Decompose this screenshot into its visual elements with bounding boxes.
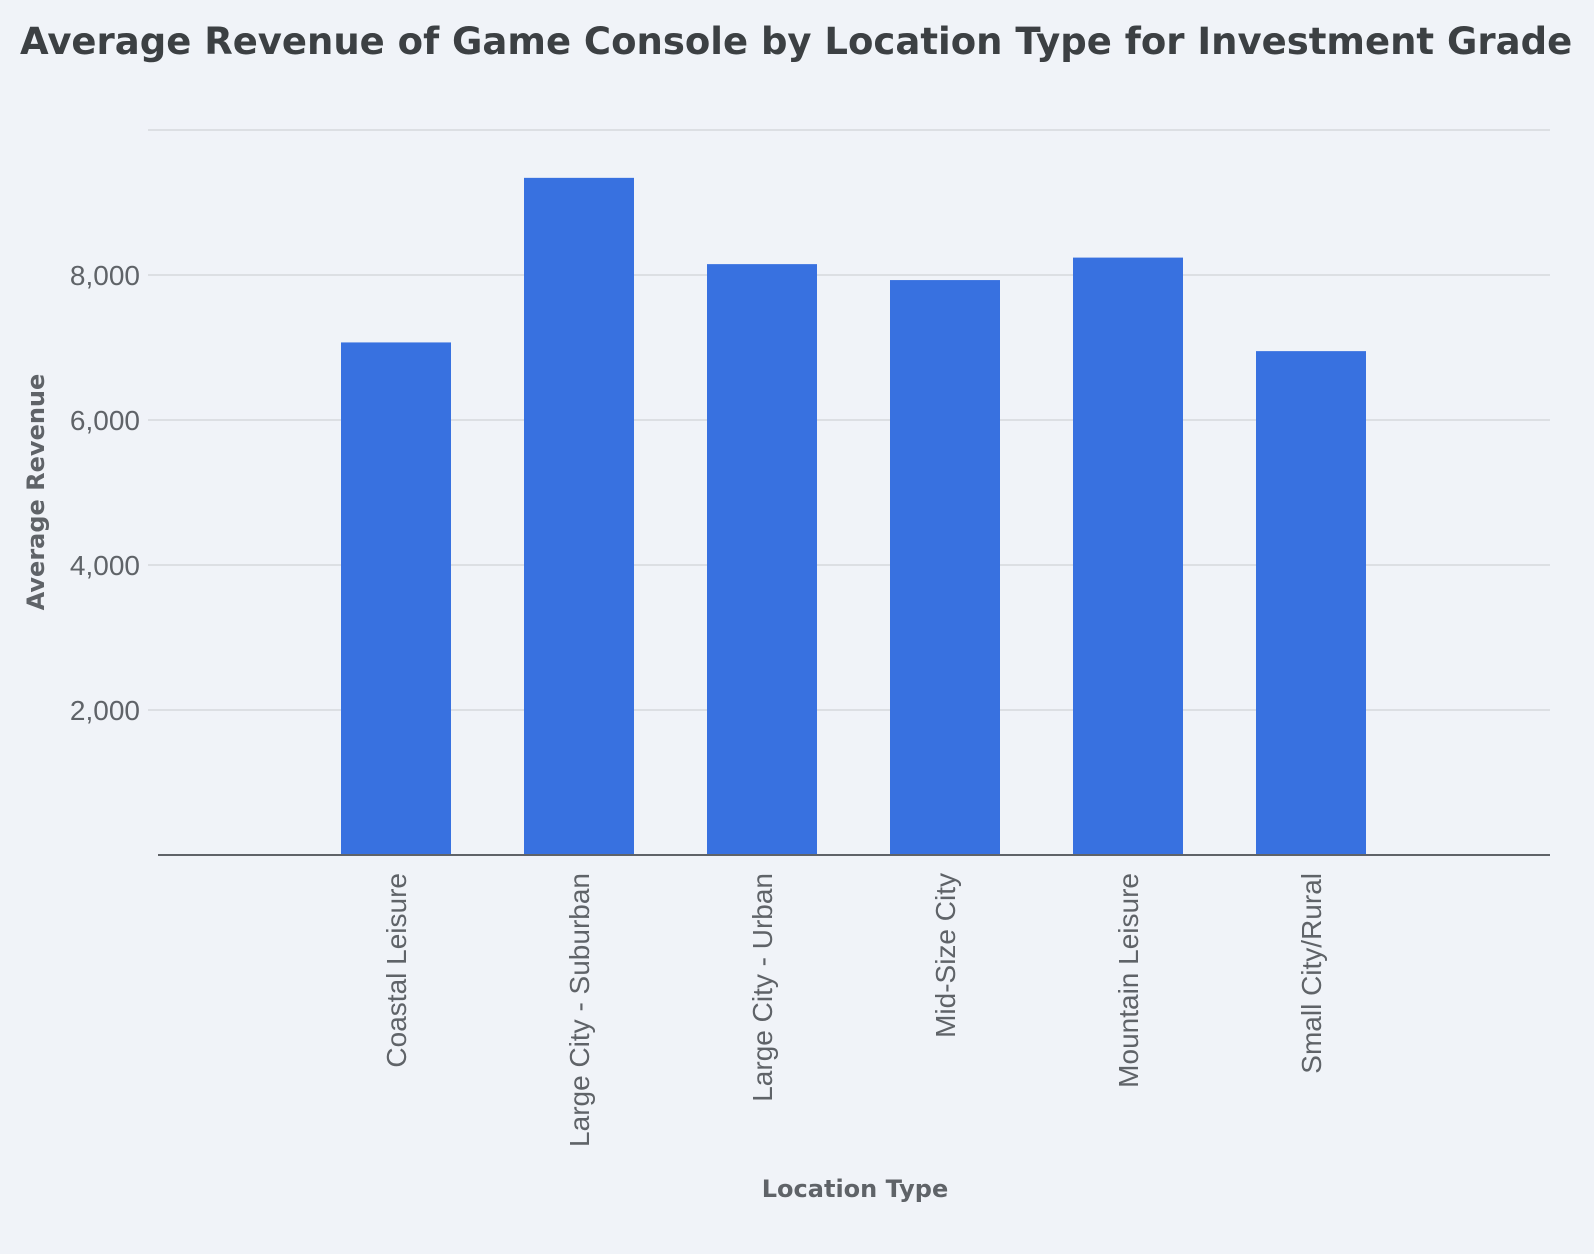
bar (524, 177, 634, 856)
bar (1073, 257, 1183, 856)
bar (1256, 351, 1366, 855)
bars (341, 177, 1366, 856)
y-axis-title: Average Revenue (22, 374, 50, 611)
chart-title: Average Revenue of Game Console by Locat… (20, 20, 1573, 63)
y-tick-label: 4,000 (70, 550, 140, 581)
y-tick-label: 8,000 (70, 260, 140, 291)
x-axis-ticks: Coastal Leisure Large City - Suburban Larg… (381, 873, 1327, 1147)
x-tick-label: Mountain Leisure (1113, 873, 1144, 1088)
y-axis-ticks: 2,000 4,000 6,000 8,000 (70, 260, 140, 726)
bar (341, 342, 451, 855)
x-tick-label: Small City/Rural (1296, 873, 1327, 1074)
x-axis-title: Location Type (762, 1175, 948, 1203)
x-tick-label: Large City - Suburban (564, 873, 595, 1147)
bar (890, 280, 1000, 855)
y-tick-label: 2,000 (70, 695, 140, 726)
x-tick-label: Large City - Urban (747, 873, 778, 1102)
bar (707, 264, 817, 855)
x-tick-label: Mid-Size City (930, 873, 961, 1038)
x-tick-label: Coastal Leisure (381, 873, 412, 1068)
y-tick-label: 6,000 (70, 405, 140, 436)
